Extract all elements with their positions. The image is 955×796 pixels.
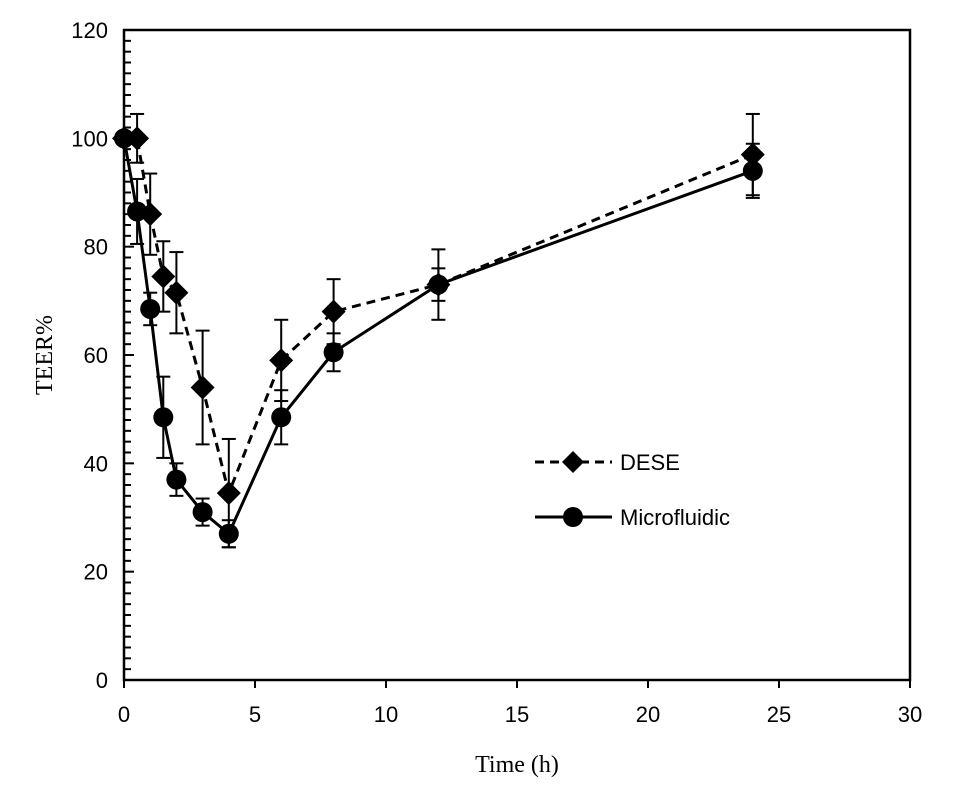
y-tick-label: 100	[71, 126, 108, 151]
plot-frame	[122, 28, 912, 682]
data-point-circle	[192, 502, 213, 523]
y-tick-label: 20	[84, 560, 108, 585]
series-microfluidic	[114, 128, 763, 549]
x-tick-label: 30	[898, 702, 922, 727]
legend: DESE Microfluidic	[535, 450, 730, 530]
x-tick-label: 25	[767, 702, 791, 727]
x-tick-label: 15	[505, 702, 529, 727]
x-tick-label: 0	[118, 702, 130, 727]
data-point-circle	[271, 407, 292, 428]
x-tick-label: 20	[636, 702, 660, 727]
data-point-circle	[218, 523, 239, 544]
legend-label-microfluidic: Microfluidic	[620, 505, 730, 530]
y-tick-label: 40	[84, 451, 108, 476]
x-tick-label: 10	[374, 702, 398, 727]
data-point-circle	[166, 469, 187, 490]
data-point-diamond	[216, 481, 241, 506]
legend-marker-diamond	[562, 451, 584, 473]
data-point-circle	[127, 201, 148, 222]
legend-label-dese: DESE	[620, 450, 680, 475]
data-point-circle	[742, 160, 763, 181]
y-tick-label: 120	[71, 18, 108, 43]
data-point-diamond	[151, 264, 176, 289]
data-point-circle	[140, 298, 161, 319]
y-tick-label: 0	[96, 668, 108, 693]
x-axis-label: Time (h)	[475, 752, 559, 778]
data-point-circle	[323, 342, 344, 363]
data-point-circle	[153, 407, 174, 428]
data-point-diamond	[164, 280, 189, 305]
data-point-diamond	[190, 375, 215, 400]
data-point-circle	[428, 274, 449, 295]
data-point-diamond	[321, 299, 346, 324]
x-tick-label: 5	[249, 702, 261, 727]
y-axis-label: TEER%	[32, 315, 58, 395]
y-tick-label: 80	[84, 235, 108, 260]
series-dese	[112, 112, 765, 549]
y-tick-label: 60	[84, 343, 108, 368]
legend-marker-circle	[563, 507, 583, 527]
data-point-diamond	[269, 348, 294, 373]
